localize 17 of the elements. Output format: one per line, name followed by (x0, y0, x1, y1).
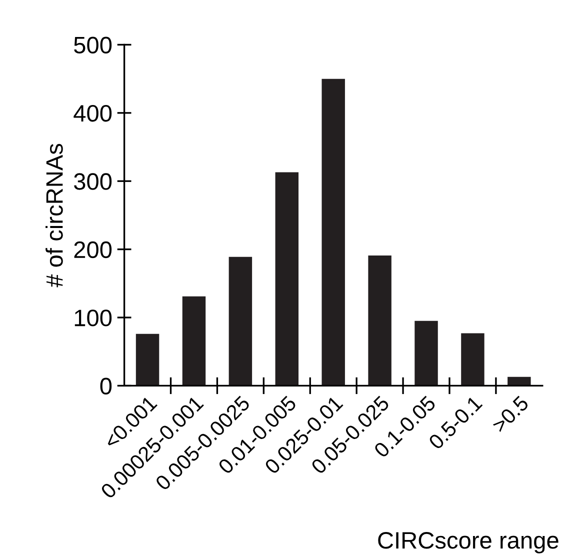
bar (368, 255, 392, 386)
y-tick-label: 100 (74, 310, 112, 326)
bar (322, 78, 345, 386)
bar (275, 172, 299, 386)
x-axis-title: CIRCscore range (378, 532, 558, 554)
bar (414, 320, 438, 386)
y-tick-label: 300 (74, 173, 112, 190)
y-axis-title: # of circRNAs (46, 144, 63, 288)
y-tick-label: 200 (74, 241, 112, 258)
y-tick-label: 500 (74, 36, 112, 54)
bar (182, 296, 206, 386)
y-tick-label: 0 (100, 378, 112, 394)
bar (461, 333, 484, 386)
y-tick-label: 400 (74, 104, 112, 122)
bar (228, 256, 252, 386)
bar (508, 376, 531, 386)
bar (136, 334, 160, 386)
